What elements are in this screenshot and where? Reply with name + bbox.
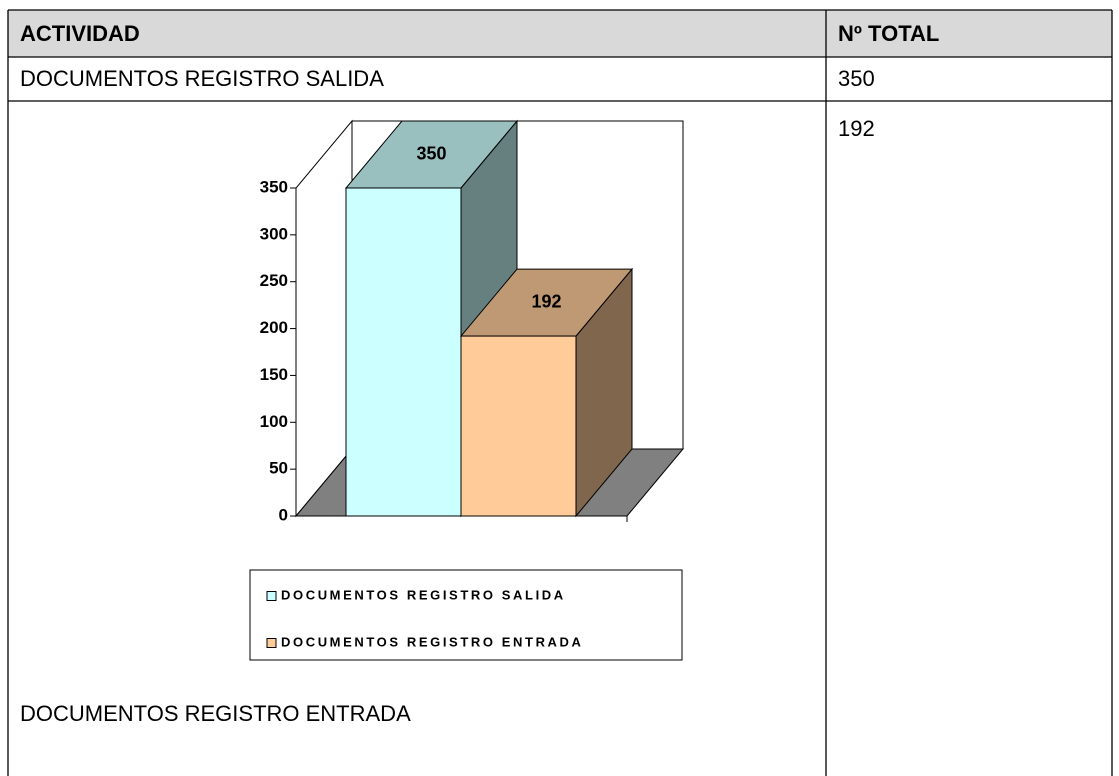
y-tick-label: 300 — [260, 224, 288, 243]
header-cell: Nº TOTAL — [838, 21, 939, 46]
y-tick-label: 100 — [260, 412, 288, 431]
y-tick-label: 150 — [260, 365, 288, 384]
legend-swatch — [266, 638, 277, 648]
legend-box — [249, 569, 683, 661]
bar — [460, 335, 577, 517]
side-wall — [295, 119, 353, 518]
y-tick-label: 350 — [260, 177, 288, 196]
header-cell: ACTIVIDAD — [20, 21, 140, 46]
legend-label: DOCUMENTOS REGISTRO SALIDA — [281, 587, 566, 602]
legend-label: DOCUMENTOS REGISTRO ENTRADA — [281, 634, 584, 649]
y-tick-label: 200 — [260, 318, 288, 337]
header-bg — [8, 10, 1112, 57]
chart: 0 50 100 150 200 250 300 350 350 192 DOCUMENTOS RE… — [249, 119, 685, 661]
table-grid — [7, 9, 1113, 776]
value-label: 350 — [416, 143, 446, 163]
cell: DOCUMENTOS REGISTRO ENTRADA — [20, 701, 411, 726]
y-tick-label: 50 — [269, 459, 288, 478]
value-label: 192 — [531, 291, 561, 311]
legend-swatch — [266, 591, 277, 601]
cell: 350 — [838, 66, 875, 91]
cell: 192 — [838, 116, 875, 141]
y-tick-label: 250 — [260, 271, 288, 290]
cell: DOCUMENTOS REGISTRO SALIDA — [20, 66, 384, 91]
y-tick-label: 0 — [279, 505, 288, 524]
bar — [345, 187, 462, 517]
